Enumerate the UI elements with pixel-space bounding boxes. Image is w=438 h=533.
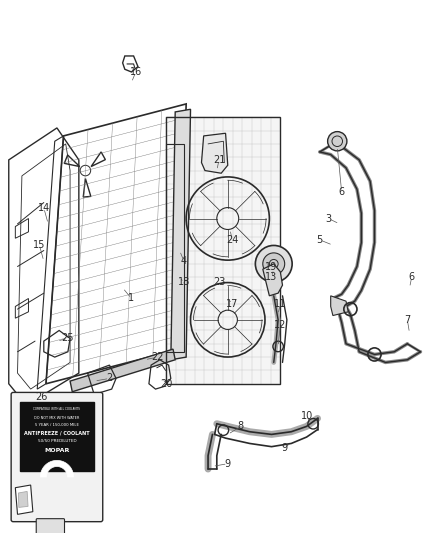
Text: 4: 4 [181,256,187,266]
Text: 9: 9 [282,443,288,453]
Polygon shape [18,491,28,507]
Polygon shape [166,117,280,384]
Text: 15: 15 [33,240,46,250]
Text: 25: 25 [62,334,74,343]
Text: 24: 24 [226,235,238,245]
Text: 17: 17 [226,299,238,309]
Text: 18: 18 [178,278,190,287]
Text: 2: 2 [106,374,113,383]
FancyBboxPatch shape [36,519,64,533]
Text: 13: 13 [265,272,278,282]
Text: ANTIFREEZE / COOLANT: ANTIFREEZE / COOLANT [24,431,90,436]
Text: 50/50 PREDILUTED: 50/50 PREDILUTED [38,439,76,443]
Text: 11: 11 [274,299,286,309]
Polygon shape [40,461,74,477]
Polygon shape [15,485,33,514]
Text: 1: 1 [128,294,134,303]
Text: 7: 7 [404,315,410,325]
Text: 16: 16 [130,67,142,77]
Polygon shape [331,296,348,316]
Text: 5 YEAR / 150,000 MILE: 5 YEAR / 150,000 MILE [35,423,79,427]
Text: 21: 21 [213,155,225,165]
Polygon shape [70,349,175,392]
Text: 10: 10 [300,411,313,421]
Circle shape [263,253,285,275]
Circle shape [328,132,347,151]
Text: MOPAR: MOPAR [44,448,70,453]
Text: 14: 14 [38,203,50,213]
Text: 19: 19 [265,262,278,271]
Circle shape [255,245,292,282]
Text: 26: 26 [35,392,48,402]
Polygon shape [171,109,191,360]
Text: 8: 8 [238,422,244,431]
Text: 22: 22 [152,352,164,362]
Text: 12: 12 [274,320,286,330]
Text: DO NOT MIX WITH WATER: DO NOT MIX WITH WATER [34,416,80,420]
Text: 9: 9 [225,459,231,469]
Text: 3: 3 [325,214,332,223]
Bar [20,402,94,471]
Polygon shape [201,133,228,173]
Polygon shape [263,264,283,296]
Text: 23: 23 [213,278,225,287]
Text: COMPATIBLE WITH ALL COOLANTS: COMPATIBLE WITH ALL COOLANTS [33,407,81,411]
FancyBboxPatch shape [11,392,103,522]
Text: 6: 6 [339,187,345,197]
Text: 5: 5 [317,235,323,245]
Text: 6: 6 [409,272,415,282]
Text: 20: 20 [160,379,173,389]
